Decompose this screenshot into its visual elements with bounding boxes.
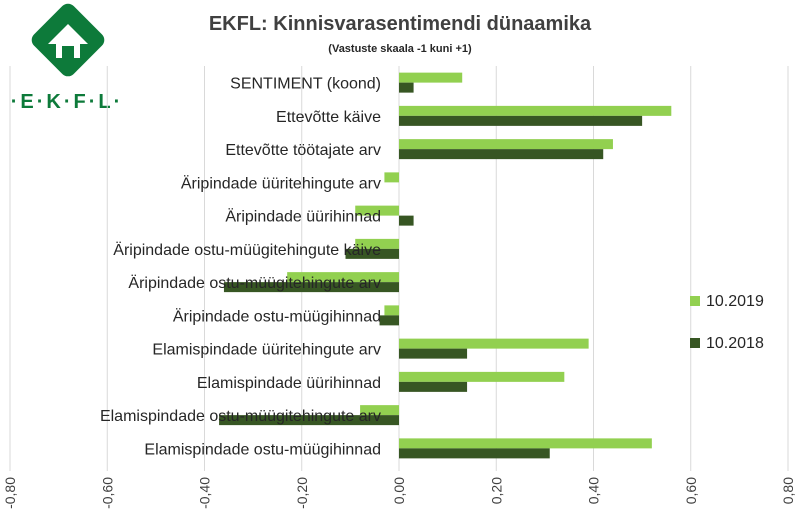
legend-swatch [690,296,700,306]
bar-10.2018 [223,282,399,293]
ekfl-logo: ·E·K·F·L· [11,3,124,113]
bar-10.2019 [355,205,399,216]
category-labels: SENTIMENT (koond) Ettevõtte käive Ettevõtt… [100,76,381,459]
bar-10.2019 [287,272,399,283]
bar-10.2019 [399,371,565,382]
bar-10.2019 [399,105,672,116]
x-tick-label: -0,60 [99,477,115,509]
logo-text: ·E·K·F·L· [11,91,124,113]
bar-10.2019 [399,139,613,150]
category-label: Elamispindade ostu-müügihinnad [144,441,381,458]
bar-10.2019 [384,172,399,183]
x-tick-label: 0,60 [683,477,699,504]
category-label: Ettevõtte käive [276,109,381,126]
bar-10.2018 [399,115,643,126]
bar-10.2018 [399,448,550,459]
chart-title: EKFL: Kinnisvarasentimendi dünaamika [209,13,592,35]
bar-10.2019 [399,72,463,83]
bar-10.2018 [399,149,604,160]
bar-10.2018 [399,381,468,392]
bar-10.2019 [399,438,652,449]
legend-label: 10.2018 [706,335,764,352]
legend-label: 10.2019 [706,293,764,310]
bars [219,72,672,459]
category-label: Äripindade üüritehingute arv [181,174,381,192]
category-label: Ettevõtte töötajate arv [225,142,381,159]
category-label: Elamispindade ostu-müügitehingute arv [100,408,381,425]
category-label: Äripindade üürihinnad [225,208,381,226]
x-tick-label: 0,00 [391,477,407,504]
bar-10.2018 [399,348,468,359]
bar-10.2019 [384,305,399,316]
x-tick-label: 0,40 [586,477,602,504]
category-label: Äripindade ostu-müügitehingute arv [128,274,381,292]
category-label: SENTIMENT (koond) [230,76,381,93]
logo-house-icon [48,24,88,58]
x-tick-label: 0,80 [780,477,796,504]
bar-10.2018 [399,82,414,93]
x-tick-labels: -0,80 -0,60 -0,40 -0,20 0,00 0,20 0,40 0,60 0,80 [2,477,796,509]
category-label: Elamispindade üüritehingute arv [152,342,381,359]
legend: 10.2019 10.2018 [690,293,764,352]
x-tick-label: 0,20 [488,477,504,504]
category-label: Äripindade ostu-müügihinnad [173,307,381,325]
chart-subtitle: (Vastuste skaala -1 kuni +1) [328,43,472,55]
bar-10.2018 [399,215,414,226]
bar-10.2018 [219,415,399,426]
bar-10.2019 [355,238,399,249]
bar-10.2018 [345,248,399,259]
bar-10.2019 [360,405,399,416]
x-tick-label: -0,40 [197,477,213,509]
x-tick-label: -0,80 [2,477,18,509]
bar-10.2019 [399,338,589,349]
x-tick-label: -0,20 [294,477,310,509]
category-label: Äripindade ostu-müügitehingute käive [113,241,381,259]
category-label: Elamispindade üürihinnad [197,375,381,392]
gridlines [9,66,789,471]
bar-10.2018 [379,315,399,326]
legend-swatch [690,338,700,348]
